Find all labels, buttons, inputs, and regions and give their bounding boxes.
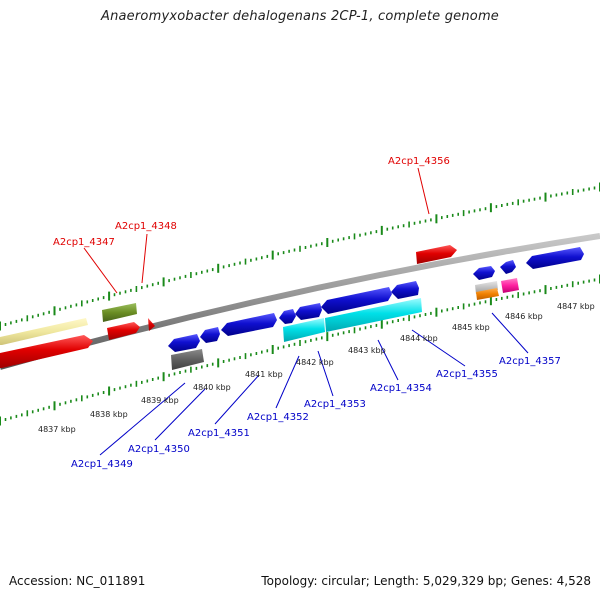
gene-a2cp1-4350	[200, 327, 220, 343]
leader-a2cp1-4351	[214, 374, 260, 425]
scale-label: 4847 kbp	[557, 302, 595, 311]
gene-cyan-1	[283, 318, 325, 342]
gene-label-a2cp1-4352[interactable]: A2cp1_4352	[247, 412, 309, 423]
leader-a2cp1-4347	[83, 247, 118, 294]
leader-a2cp1-4348	[141, 233, 148, 284]
top-gene-labels: A2cp1_4347 A2cp1_4348 A2cp1_4356	[53, 156, 450, 248]
gene-label-a2cp1-4353[interactable]: A2cp1_4353	[304, 399, 366, 410]
gene-label-a2cp1-4351[interactable]: A2cp1_4351	[188, 428, 250, 439]
lower-tick-track	[0, 274, 600, 426]
topology-label: Topology: circular; Length: 5,029,329 bp…	[261, 574, 591, 588]
gene-a2cp1-4355	[391, 281, 419, 299]
bottom-strand-genes	[168, 247, 584, 370]
leader-a2cp1-4356	[417, 167, 430, 215]
gene-label-a2cp1-4348[interactable]: A2cp1_4348	[115, 221, 177, 232]
gene-label-a2cp1-4356[interactable]: A2cp1_4356	[388, 156, 450, 167]
top-strand-genes	[0, 245, 457, 368]
top-leader-lines	[83, 167, 430, 294]
bottom-leader-lines	[99, 312, 529, 456]
leader-a2cp1-4357	[491, 312, 529, 354]
gene-a2cp1-4347-red	[0, 335, 93, 368]
scale-label: 4845 kbp	[452, 323, 490, 332]
gene-a2cp1-4357-b	[500, 260, 516, 274]
gene-a2cp1-4347	[102, 303, 137, 322]
scale-label: 4846 kbp	[505, 312, 543, 321]
gene-a2cp1-4354	[321, 287, 392, 314]
scale-label: 4840 kbp	[193, 383, 231, 392]
gene-label-a2cp1-4349[interactable]: A2cp1_4349	[71, 459, 133, 470]
gene-a2cp1-4348	[107, 322, 140, 340]
scale-label: 4839 kbp	[141, 396, 179, 405]
gene-orange	[476, 288, 499, 300]
gene-label-a2cp1-4355[interactable]: A2cp1_4355	[436, 369, 498, 380]
gene-a2cp1-4351	[221, 313, 277, 336]
gene-label-a2cp1-4357[interactable]: A2cp1_4357	[499, 356, 561, 367]
leader-a2cp1-4353	[317, 350, 334, 397]
scale-label: 4843 kbp	[348, 346, 386, 355]
scale-label: 4844 kbp	[400, 334, 438, 343]
scale-labels: 4837 kbp 4838 kbp 4839 kbp 4840 kbp 4841…	[38, 302, 595, 434]
gene-cyan-2	[325, 298, 422, 332]
gene-a2cp1-4349	[168, 334, 200, 352]
leader-a2cp1-4349	[99, 382, 186, 456]
leader-a2cp1-4354	[377, 339, 399, 381]
gene-a2cp1-4353	[295, 303, 322, 320]
bottom-gene-labels: A2cp1_4349 A2cp1_4350 A2cp1_4351 A2cp1_4…	[71, 356, 561, 470]
gene-a2cp1-4346	[0, 318, 88, 345]
gene-a2cp1-4357-a	[473, 266, 495, 280]
scale-label: 4838 kbp	[90, 410, 128, 419]
gene-magenta	[501, 278, 519, 293]
accession-label: Accession: NC_011891	[9, 574, 146, 588]
leader-a2cp1-4355	[411, 329, 466, 367]
gene-a2cp1-4356	[416, 245, 457, 264]
scale-label: 4842 kbp	[296, 358, 334, 367]
gene-a2cp1-4352	[279, 309, 296, 324]
scale-label: 4841 kbp	[245, 370, 283, 379]
gene-small-red-triangle	[148, 318, 155, 331]
gene-label-a2cp1-4354[interactable]: A2cp1_4354	[370, 383, 432, 394]
gene-label-a2cp1-4350[interactable]: A2cp1_4350	[128, 444, 190, 455]
gene-a2cp1-4349-gray	[171, 349, 204, 370]
scale-label: 4837 kbp	[38, 425, 76, 434]
genome-title: Anaeromyxobacter dehalogenans 2CP-1, com…	[100, 9, 500, 24]
upper-tick-track	[0, 182, 600, 331]
leader-a2cp1-4352	[275, 355, 300, 409]
leader-a2cp1-4350	[154, 388, 206, 441]
gene-a2cp1-4357-c	[526, 247, 584, 269]
gene-label-a2cp1-4347[interactable]: A2cp1_4347	[53, 237, 115, 248]
